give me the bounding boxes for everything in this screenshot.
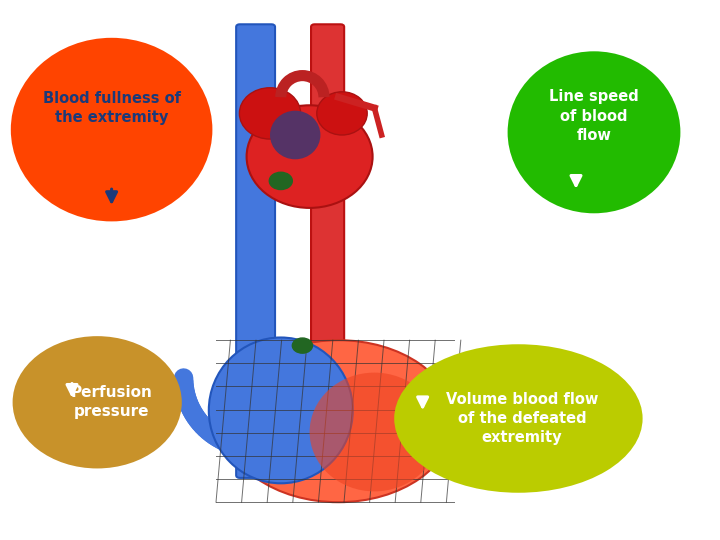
Ellipse shape: [223, 340, 454, 502]
Text: Perfusion
pressure: Perfusion pressure: [71, 385, 153, 420]
Text: Line speed
of blood
flow: Line speed of blood flow: [549, 90, 639, 143]
Ellipse shape: [13, 336, 181, 469]
FancyBboxPatch shape: [236, 24, 275, 478]
Ellipse shape: [310, 373, 439, 491]
FancyBboxPatch shape: [311, 24, 344, 478]
Ellipse shape: [209, 338, 353, 483]
Text: Blood fullness of
the extremity: Blood fullness of the extremity: [42, 91, 181, 125]
Circle shape: [292, 338, 312, 353]
Ellipse shape: [395, 345, 642, 492]
Text: Volume blood flow
of the defeated
extremity: Volume blood flow of the defeated extrem…: [446, 392, 598, 445]
Ellipse shape: [317, 92, 367, 135]
Ellipse shape: [239, 87, 301, 139]
Ellipse shape: [11, 38, 212, 221]
Ellipse shape: [246, 105, 373, 208]
Circle shape: [269, 172, 292, 190]
Ellipse shape: [270, 111, 320, 159]
Ellipse shape: [508, 51, 680, 213]
